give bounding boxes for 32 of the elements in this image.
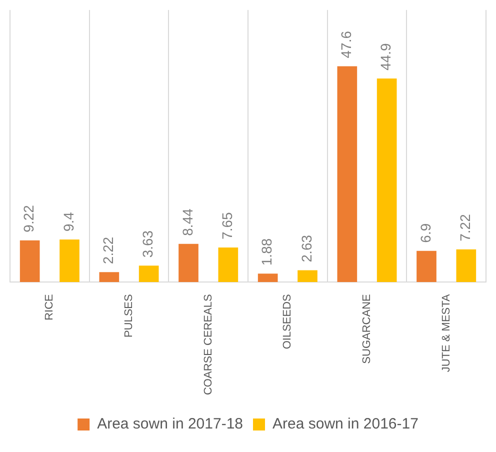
data-label: 8.44 xyxy=(179,208,196,236)
bar xyxy=(218,247,238,282)
bar xyxy=(258,274,278,282)
bar xyxy=(337,66,358,282)
data-label: 9.4 xyxy=(60,212,76,232)
data-label: 2.22 xyxy=(100,236,116,264)
data-label: 1.88 xyxy=(258,238,275,266)
bar xyxy=(60,240,80,282)
bar xyxy=(376,78,397,282)
bar xyxy=(20,240,40,282)
bar xyxy=(178,244,198,282)
x-tick-label: SUGARCANE xyxy=(361,294,374,364)
x-tick-label: PULSES xyxy=(123,294,136,338)
bar xyxy=(456,249,476,282)
x-tick-label: COARSE CEREALS xyxy=(202,294,214,396)
bar xyxy=(99,272,120,282)
data-label: 9.22 xyxy=(20,204,37,232)
data-label: 2.63 xyxy=(298,234,314,262)
x-tick-label: JUTE & MESTA xyxy=(440,293,452,372)
data-label: 47.6 xyxy=(338,30,354,58)
x-tick-label: RICE xyxy=(44,294,56,320)
bar xyxy=(416,250,436,282)
data-label: 7.22 xyxy=(457,214,474,242)
bar xyxy=(138,266,159,282)
data-label: 7.65 xyxy=(219,212,236,240)
bar xyxy=(298,270,318,282)
data-label: 44.9 xyxy=(378,43,394,70)
data-label: 6.9 xyxy=(417,223,434,243)
legend-label: Area sown in 2016-17 xyxy=(272,416,418,433)
x-tick-label: OILSEEDS xyxy=(282,294,294,350)
data-label: 3.63 xyxy=(140,230,156,258)
legend-label: Area sown in 2017-18 xyxy=(97,416,244,433)
